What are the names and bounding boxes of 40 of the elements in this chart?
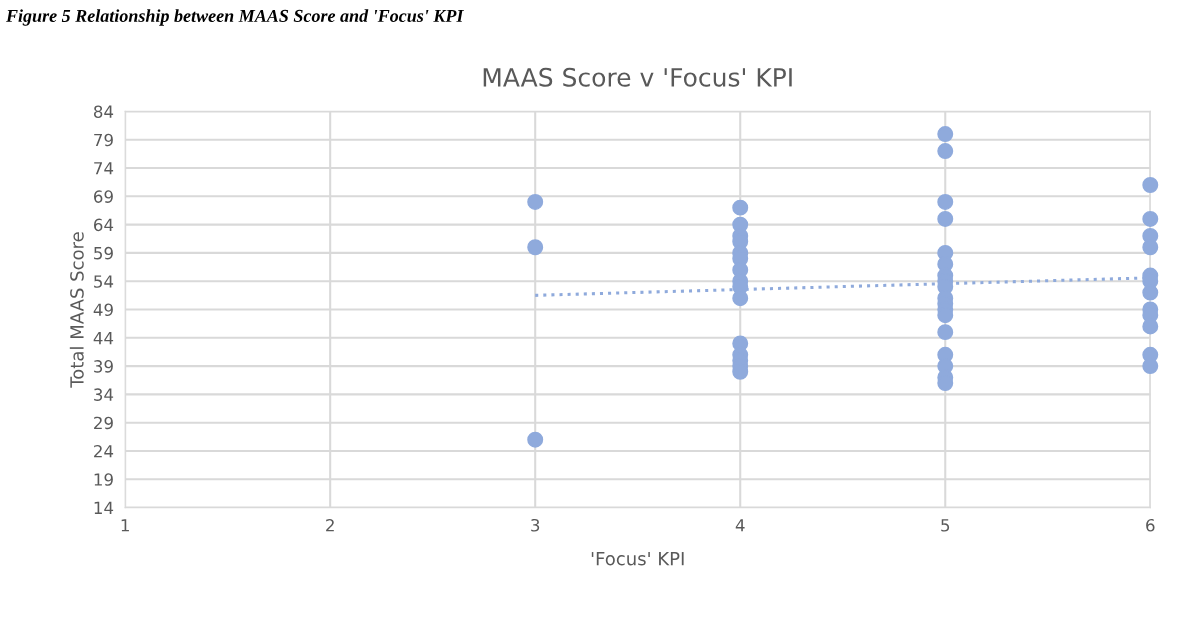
x-axis-title: 'Focus' KPI xyxy=(591,552,684,566)
point xyxy=(527,239,544,256)
y-tick-label: 49 xyxy=(93,303,113,317)
y-tick-label: 59 xyxy=(94,246,113,260)
y-tick-label: 44 xyxy=(93,331,114,345)
y-tick-label: 54 xyxy=(94,275,114,288)
x-tick-label: 3 xyxy=(531,518,540,532)
point xyxy=(937,143,954,160)
point xyxy=(1142,239,1159,256)
point xyxy=(732,290,749,307)
y-tick-label: 29 xyxy=(94,416,113,430)
y-tick-label: 34 xyxy=(94,388,114,401)
point xyxy=(937,126,954,143)
point xyxy=(1142,177,1159,193)
x-tick-label: 6 xyxy=(1146,518,1155,532)
y-axis-title: Total MAAS Score xyxy=(69,232,84,388)
y-tick-label: 14 xyxy=(94,501,114,514)
point xyxy=(1142,210,1159,227)
x-tick-label: 5 xyxy=(941,519,950,532)
point xyxy=(937,210,954,227)
point xyxy=(732,199,749,216)
point xyxy=(937,324,954,341)
y-tick-label: 64 xyxy=(94,218,114,232)
point xyxy=(527,193,544,210)
y-tick-label: 24 xyxy=(94,444,114,458)
y-tick-label: 39 xyxy=(94,360,113,373)
point xyxy=(1142,358,1159,375)
x-tick-label: 1 xyxy=(121,519,129,532)
y-tick-label: 69 xyxy=(94,190,113,203)
chart-title: MAAS Score v 'Focus' KPI xyxy=(483,67,792,87)
y-tick-label: 19 xyxy=(94,473,113,486)
y-tick-label: 84 xyxy=(93,105,114,118)
point xyxy=(1142,318,1159,335)
caption: Figure 5 Relationship between MAAS Score and 'Focus' KPI xyxy=(5,9,464,26)
x-tick-label: 4 xyxy=(735,519,745,532)
x-tick-label: 2 xyxy=(326,518,334,532)
point xyxy=(527,431,544,448)
point xyxy=(937,193,954,210)
y-tick-label: 79 xyxy=(94,133,113,147)
y-tick-label: 74 xyxy=(94,162,114,175)
